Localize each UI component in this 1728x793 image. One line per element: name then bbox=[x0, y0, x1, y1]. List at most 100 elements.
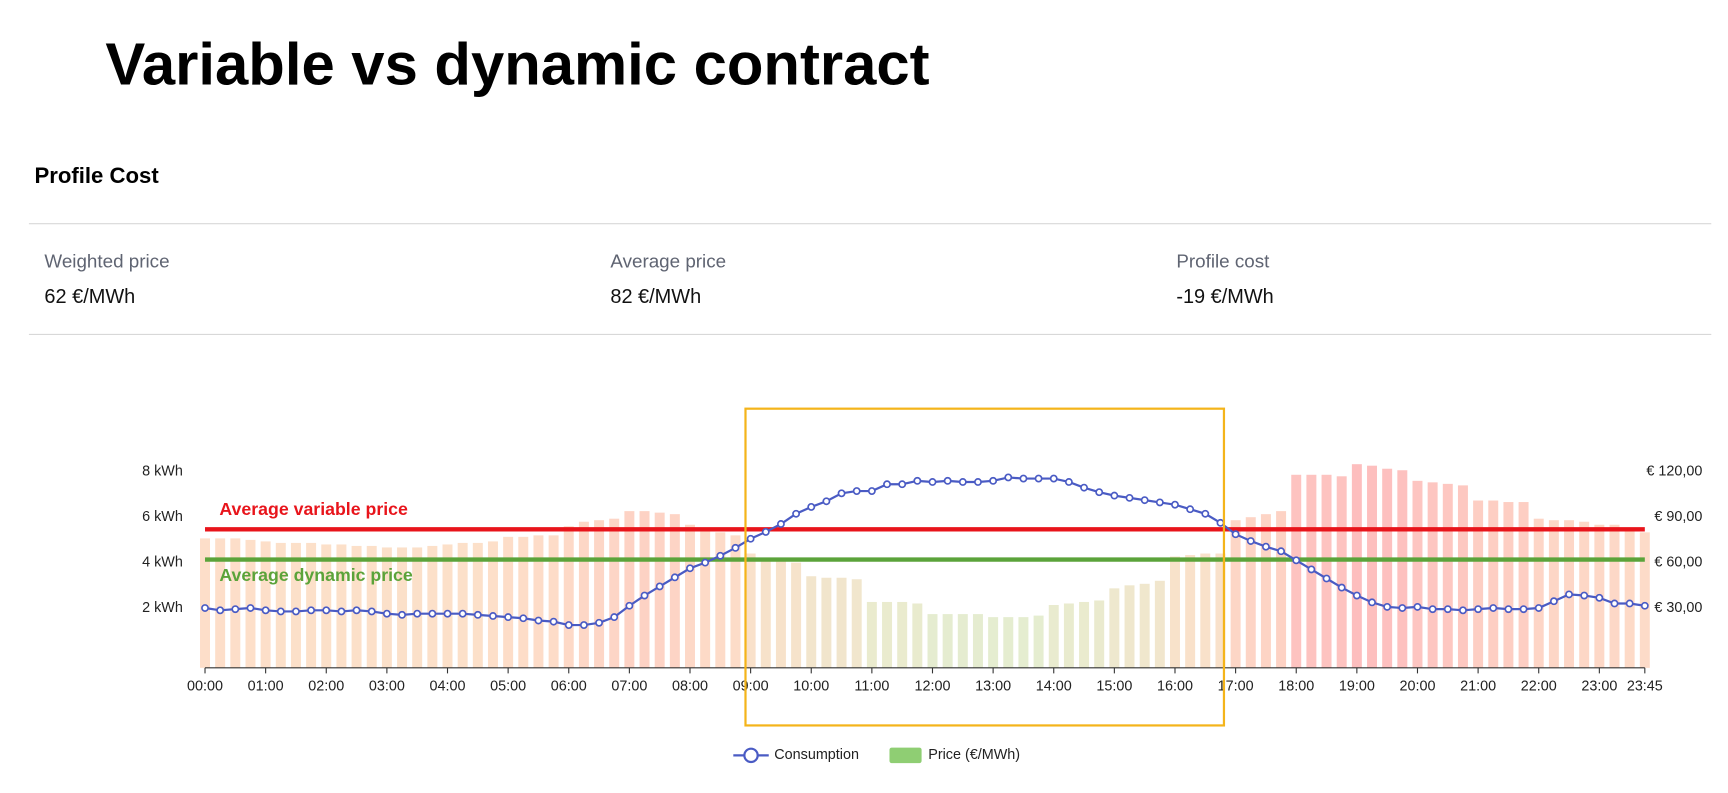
consumption-point bbox=[883, 480, 891, 489]
price-bar bbox=[275, 542, 286, 668]
consumption-point bbox=[231, 605, 240, 614]
consumption-point bbox=[1534, 604, 1543, 612]
price-bar bbox=[1473, 500, 1484, 668]
consumption-point bbox=[382, 609, 391, 618]
price-bar bbox=[1351, 464, 1362, 668]
price-bar bbox=[1230, 520, 1241, 668]
price-bar bbox=[1624, 529, 1635, 668]
x-tick-label: 04:00 bbox=[430, 678, 466, 694]
consumption-point bbox=[595, 618, 603, 627]
consumption-point bbox=[1610, 599, 1619, 608]
consumption-point bbox=[1004, 473, 1013, 482]
consumption-point bbox=[640, 591, 649, 600]
price-bar bbox=[1124, 585, 1135, 668]
y-tick-label: 6 kWh bbox=[142, 509, 183, 525]
consumption-point bbox=[807, 503, 816, 511]
price-bar bbox=[306, 542, 317, 668]
consumption-point bbox=[701, 558, 710, 567]
consumption-point bbox=[1625, 599, 1634, 608]
price-bar bbox=[200, 538, 210, 668]
consumption-point bbox=[413, 609, 422, 618]
consumption-point bbox=[731, 543, 740, 552]
price-bar bbox=[624, 511, 635, 668]
price-bar bbox=[836, 577, 847, 668]
price-bar bbox=[639, 511, 650, 668]
price-bar bbox=[548, 535, 559, 668]
price-bar bbox=[1548, 520, 1559, 668]
x-tick-label: 02:00 bbox=[308, 678, 344, 694]
x-tick-label: 13:00 bbox=[975, 678, 1011, 694]
x-tick-label: 01:00 bbox=[248, 678, 284, 694]
legend-swatch bbox=[889, 747, 922, 764]
price-bar bbox=[912, 603, 923, 668]
price-bar bbox=[487, 541, 498, 668]
consumption-point bbox=[1443, 605, 1452, 614]
consumption-point bbox=[670, 573, 679, 582]
y2-tick-label: € 30,00 bbox=[1654, 600, 1702, 616]
price-bar bbox=[578, 521, 589, 668]
price-bar bbox=[366, 545, 377, 668]
consumption-point bbox=[1034, 474, 1043, 483]
consumption-point bbox=[1474, 605, 1483, 614]
price-bar bbox=[1427, 482, 1438, 668]
consumption-point bbox=[822, 497, 831, 506]
consumption-point bbox=[1049, 474, 1058, 483]
price-bar bbox=[1321, 474, 1332, 668]
consumption-point bbox=[1095, 488, 1104, 497]
x-tick-label: 12:00 bbox=[915, 678, 951, 694]
price-bar bbox=[988, 617, 999, 668]
y-tick-label: 2 kWh bbox=[142, 600, 183, 616]
consumption-point bbox=[1489, 604, 1498, 612]
consumption-point bbox=[852, 487, 861, 495]
price-bar bbox=[715, 532, 726, 668]
price-bar bbox=[700, 527, 711, 668]
price-bar bbox=[1215, 553, 1226, 668]
price-bar bbox=[260, 541, 271, 668]
price-bar bbox=[1063, 603, 1074, 668]
x-tick-label: 23:00 bbox=[1581, 678, 1617, 694]
consumption-point bbox=[564, 621, 573, 629]
x-tick-label: 07:00 bbox=[611, 678, 647, 694]
stat-value: -19 €/MWh bbox=[1176, 286, 1273, 308]
consumption-point bbox=[655, 582, 664, 591]
price-bar bbox=[457, 542, 468, 668]
consumption-point bbox=[837, 489, 846, 498]
x-tick-label: 00:00 bbox=[187, 678, 223, 694]
consumption-point bbox=[443, 609, 452, 618]
price-bar bbox=[472, 542, 483, 668]
price-bar bbox=[957, 614, 968, 668]
x-tick-label: 17:00 bbox=[1218, 678, 1254, 694]
x-tick-label: 18:00 bbox=[1278, 678, 1314, 694]
page-title: Variable vs dynamic contract bbox=[105, 30, 929, 97]
price-bar bbox=[806, 576, 817, 668]
price-bar bbox=[290, 542, 301, 668]
consumption-point bbox=[458, 609, 467, 618]
price-bar bbox=[1079, 601, 1090, 668]
consumption-point bbox=[777, 520, 785, 528]
price-bar bbox=[866, 601, 877, 668]
price-bar bbox=[1033, 615, 1044, 668]
consumption-point bbox=[1595, 593, 1604, 602]
price-bar bbox=[1291, 474, 1302, 668]
price-bar bbox=[503, 536, 514, 668]
price-bar bbox=[882, 601, 893, 668]
consumption-point bbox=[1428, 605, 1437, 614]
x-tick-label: 19:00 bbox=[1339, 678, 1375, 694]
consumption-point bbox=[201, 604, 209, 612]
x-tick-label: 23:45 bbox=[1627, 678, 1663, 694]
consumption-point bbox=[1504, 605, 1513, 614]
price-bar bbox=[1382, 468, 1393, 668]
consumption-point bbox=[276, 607, 285, 616]
consumption-point bbox=[519, 614, 528, 623]
consumption-point bbox=[716, 551, 725, 560]
consumption-point bbox=[943, 476, 952, 485]
price-bar bbox=[669, 514, 680, 668]
price-bar bbox=[1457, 485, 1468, 668]
consumption-point bbox=[1459, 606, 1467, 615]
consumption-point bbox=[958, 478, 967, 486]
price-bar bbox=[1139, 583, 1150, 668]
consumption-point bbox=[1019, 474, 1028, 483]
price-bar bbox=[745, 553, 756, 668]
price-bar bbox=[230, 538, 241, 668]
